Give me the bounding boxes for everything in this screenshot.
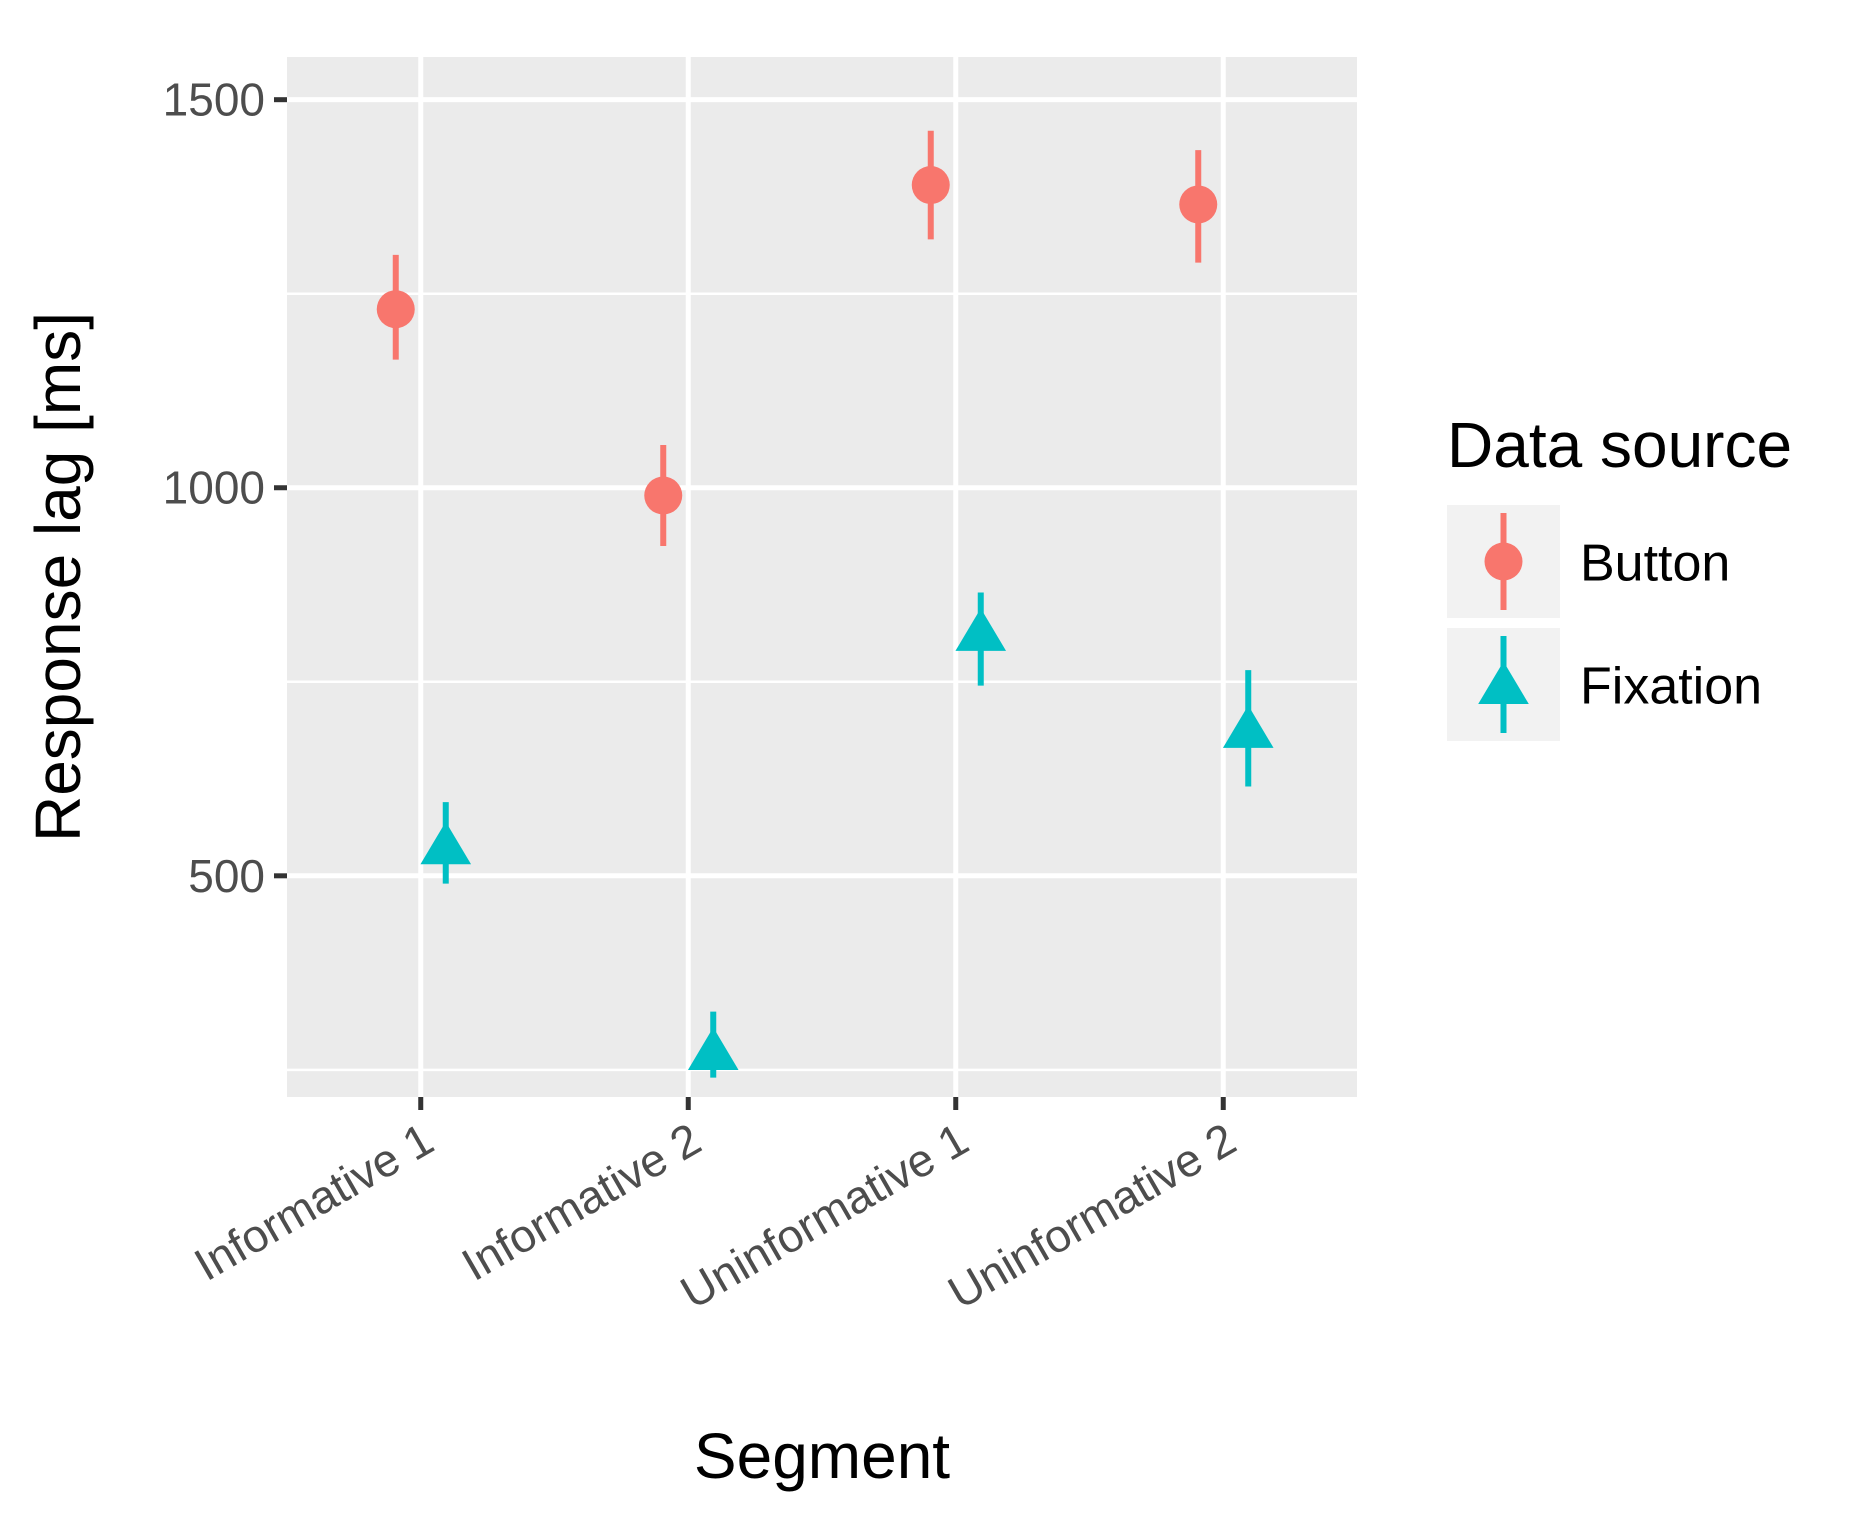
legend-label-button: Button xyxy=(1580,535,1730,593)
fixation-point xyxy=(1222,705,1274,748)
minor-gridlines xyxy=(287,292,1357,1072)
legend-title: Data source xyxy=(1447,409,1792,481)
button-point xyxy=(1179,185,1218,224)
panel-background xyxy=(287,57,1357,1097)
button-point xyxy=(911,166,950,205)
legend-label-fixation: Fixation xyxy=(1580,658,1762,716)
legend-key-button xyxy=(1484,542,1523,581)
x-tick-label: Uninformative 2 xyxy=(939,1113,1244,1319)
fixation-point xyxy=(420,821,472,865)
x-tick-label: Informative 1 xyxy=(185,1113,441,1291)
fixation-point xyxy=(687,1027,739,1070)
button-point xyxy=(376,290,415,329)
y-tick-label: 1500 xyxy=(163,74,265,126)
x-tick-label: Uninformative 1 xyxy=(672,1113,977,1319)
y-axis-title: Response lag [ms] xyxy=(22,312,94,842)
y-tick-label: 1000 xyxy=(163,462,265,514)
x-axis-title: Segment xyxy=(694,1420,950,1492)
y-tick-label: 500 xyxy=(188,850,265,902)
legend-key-fixation xyxy=(1478,661,1529,705)
fixation-point xyxy=(955,608,1007,651)
legend: Data source Button Fixation xyxy=(1447,409,1792,741)
x-tick-label: Informative 2 xyxy=(453,1113,709,1291)
major-gridlines xyxy=(287,57,1357,1097)
data-marks xyxy=(376,130,1274,1078)
button-point xyxy=(644,476,683,515)
